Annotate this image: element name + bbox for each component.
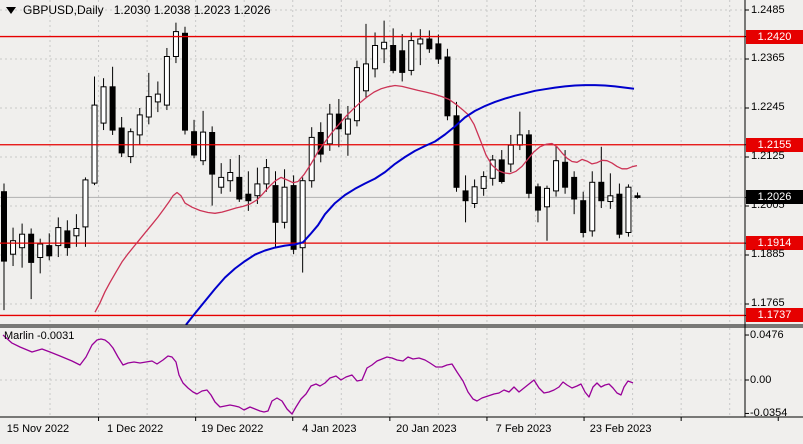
- candle-body-up: [489, 159, 496, 179]
- candle-body-up: [19, 233, 26, 249]
- candle-body-down: [390, 45, 397, 71]
- candle-body-up: [172, 31, 179, 57]
- candle-body-down: [182, 32, 188, 131]
- candle-body-down: [209, 132, 216, 175]
- candle-body-up: [507, 144, 514, 165]
- candle-body-up: [100, 86, 107, 124]
- candle-body-down: [399, 50, 406, 73]
- candle-body-up: [408, 40, 415, 71]
- candle-body-up: [381, 41, 388, 50]
- candle-body-up: [200, 131, 207, 162]
- candle-body-up: [73, 228, 80, 237]
- candle-body-down: [634, 195, 641, 198]
- candle-body-up: [353, 67, 360, 122]
- candle-body-up: [607, 195, 614, 203]
- candle-body-up: [281, 186, 288, 223]
- candle-body-up: [589, 181, 596, 232]
- candle-body-down: [616, 193, 623, 235]
- candle-body-down: [109, 86, 116, 131]
- candle-body-up: [372, 45, 379, 70]
- candle-body-down: [562, 161, 569, 188]
- candle-body-down: [453, 115, 460, 188]
- candle-body-down: [580, 200, 587, 233]
- indicator-name-label: Marlin -0.0031: [4, 330, 75, 342]
- ohlc-quotes-label: 1.2030 1.2038 1.2023 1.2026: [113, 3, 271, 17]
- candle-body-up: [82, 179, 89, 228]
- candle-body-down: [534, 186, 541, 211]
- candle-body-up: [480, 176, 487, 189]
- candle-body-up: [227, 172, 234, 182]
- candle-body-up: [37, 243, 44, 258]
- candle-body-down: [245, 193, 252, 202]
- candle-body-up: [218, 176, 225, 188]
- candle-body-up: [55, 227, 62, 247]
- candle-body-down: [272, 185, 279, 223]
- candle-body-down: [118, 127, 125, 154]
- candle-body-up: [417, 38, 424, 45]
- candle-body-down: [290, 185, 297, 250]
- candle-body-up: [544, 187, 550, 208]
- candle-body-up: [344, 118, 351, 135]
- symbol-timeframe-label: GBPUSD,Daily: [23, 3, 104, 17]
- candle-body-up: [10, 240, 17, 255]
- candle-body-up: [299, 180, 306, 249]
- candle-body-down: [28, 233, 35, 263]
- candle-body-down: [46, 245, 53, 257]
- candle-body-down: [598, 181, 605, 202]
- candle-body-down: [426, 38, 433, 50]
- candle-body-down: [571, 176, 578, 200]
- candle-body-up: [471, 186, 478, 205]
- candle-body-down: [236, 176, 243, 200]
- candle-body-up: [163, 56, 170, 106]
- candle-body-down: [1, 191, 7, 262]
- candle-body-down: [525, 134, 532, 194]
- candle-body-up: [516, 134, 523, 146]
- candle-body-up: [254, 183, 261, 197]
- candle-body-up: [154, 93, 161, 103]
- candle-body-up: [263, 167, 270, 185]
- chart-title-bar: GBPUSD,Daily 1.2030 1.2038 1.2023 1.2026: [6, 3, 271, 17]
- symbol-dropdown-icon[interactable]: [6, 6, 16, 14]
- marlin-oscillator-line: [2, 334, 634, 415]
- candle-body-up: [553, 160, 560, 192]
- ma-fast-line: [94, 84, 638, 313]
- candle-body-down: [435, 43, 442, 60]
- candle-body-down: [462, 190, 469, 202]
- candle-body-up: [326, 113, 333, 145]
- candle-body-up: [363, 63, 369, 92]
- candle-body-down: [191, 131, 198, 156]
- candle-body-down: [444, 56, 451, 117]
- candle-body-up: [136, 114, 143, 136]
- candle-body-up: [145, 96, 152, 118]
- candle-body-down: [64, 230, 71, 249]
- candle-body-up: [625, 186, 632, 233]
- ma-slow-line: [185, 84, 635, 326]
